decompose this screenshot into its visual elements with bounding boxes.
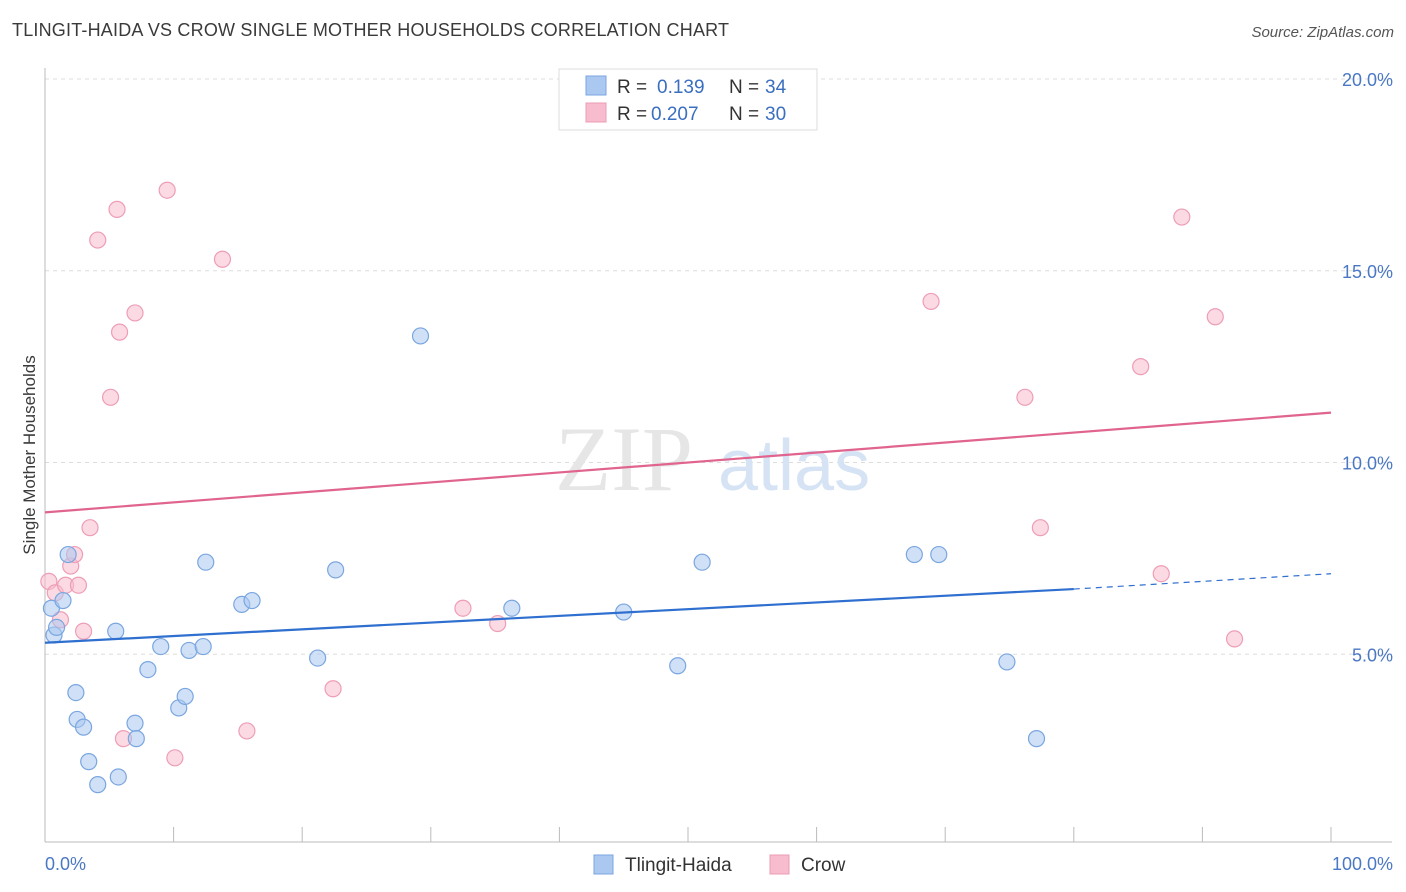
- point-tlingit: [503, 599, 521, 617]
- point-crow: [1016, 388, 1034, 406]
- point-tlingit: [109, 768, 127, 786]
- x-tick-label-min: 0.0%: [45, 854, 86, 874]
- legend: R = 0.139 N = 34 R = 0.207 N = 30: [558, 68, 818, 131]
- point-crow: [238, 722, 256, 740]
- source-label: Source: ZipAtlas.com: [1251, 24, 1394, 41]
- y-tick-label: 20.0%: [1342, 70, 1393, 90]
- point-crow: [166, 749, 184, 767]
- point-tlingit: [59, 545, 77, 564]
- point-tlingit: [67, 683, 85, 702]
- point-tlingit: [54, 591, 72, 610]
- legend-n-label: N =: [729, 104, 759, 125]
- legend-swatch-blue: [585, 75, 607, 96]
- point-crow: [69, 576, 88, 594]
- point-tlingit: [107, 622, 125, 640]
- legend-n-label: N =: [729, 77, 759, 98]
- legend-n-value: 30: [765, 104, 786, 125]
- point-tlingit: [74, 718, 93, 736]
- point-crow: [1031, 519, 1049, 537]
- point-tlingit: [176, 687, 194, 706]
- point-crow: [1225, 630, 1244, 648]
- point-tlingit: [930, 545, 948, 564]
- legend-r-label: R =: [617, 77, 647, 98]
- y-tick-label: 15.0%: [1342, 262, 1393, 282]
- point-crow: [1173, 208, 1191, 226]
- y-axis-label: Single Mother Households: [20, 355, 39, 554]
- point-tlingit: [80, 753, 98, 771]
- series-layer: [40, 181, 1332, 794]
- point-crow: [89, 231, 107, 249]
- bottom-legend: Tlingit-Haida Crow: [593, 854, 846, 876]
- point-tlingit: [47, 618, 66, 637]
- point-crow: [1206, 308, 1224, 326]
- point-tlingit: [327, 561, 345, 579]
- x-ticks: [173, 827, 1332, 842]
- point-crow: [74, 622, 93, 640]
- watermark-atlas: atlas: [718, 426, 870, 506]
- point-tlingit: [1027, 730, 1046, 748]
- x-tick-label-max: 100.0%: [1332, 854, 1393, 874]
- point-tlingit: [197, 553, 215, 571]
- point-tlingit: [309, 649, 327, 667]
- point-tlingit: [693, 553, 711, 571]
- chart-title: TLINGIT-HAIDA VS CROW SINGLE MOTHER HOUS…: [12, 20, 730, 40]
- point-crow: [1152, 565, 1170, 583]
- bottom-legend-swatch-pink: [769, 854, 790, 875]
- point-crow: [1132, 358, 1150, 376]
- trend-line-extension-tlingit: [1073, 573, 1332, 590]
- legend-n-value: 34: [765, 77, 787, 98]
- point-tlingit: [411, 327, 430, 345]
- point-tlingit: [905, 545, 923, 564]
- point-crow: [126, 304, 144, 322]
- point-crow: [158, 181, 176, 199]
- point-tlingit: [669, 657, 687, 675]
- gridlines: [45, 78, 1392, 655]
- bottom-legend-label-tlingit: Tlingit-Haida: [625, 855, 732, 876]
- point-tlingit: [127, 730, 145, 748]
- point-tlingit: [89, 776, 107, 794]
- legend-r-value: 0.207: [651, 104, 699, 125]
- trend-line-crow: [44, 411, 1332, 514]
- point-tlingit: [180, 641, 198, 660]
- point-crow: [81, 519, 99, 537]
- bottom-legend-swatch-blue: [593, 854, 614, 875]
- bottom-legend-label-crow: Crow: [801, 855, 846, 876]
- legend-swatch-pink: [585, 102, 607, 123]
- point-tlingit: [152, 637, 170, 656]
- point-crow: [101, 388, 120, 406]
- point-crow: [108, 200, 126, 218]
- point-tlingit: [998, 653, 1016, 671]
- legend-r-value: 0.139: [657, 77, 705, 98]
- watermark-zip: ZIP: [555, 408, 693, 510]
- point-crow: [454, 599, 472, 617]
- point-crow: [213, 250, 232, 268]
- point-tlingit: [139, 660, 157, 679]
- point-tlingit: [126, 714, 144, 732]
- point-crow: [922, 292, 940, 311]
- point-crow: [110, 323, 129, 341]
- y-tick-label: 5.0%: [1352, 645, 1393, 665]
- point-tlingit: [194, 637, 212, 656]
- point-tlingit: [243, 591, 261, 610]
- point-crow: [324, 680, 342, 698]
- y-tick-label: 10.0%: [1342, 454, 1393, 474]
- legend-r-label: R =: [617, 104, 647, 125]
- trend-line-tlingit: [44, 587, 1074, 644]
